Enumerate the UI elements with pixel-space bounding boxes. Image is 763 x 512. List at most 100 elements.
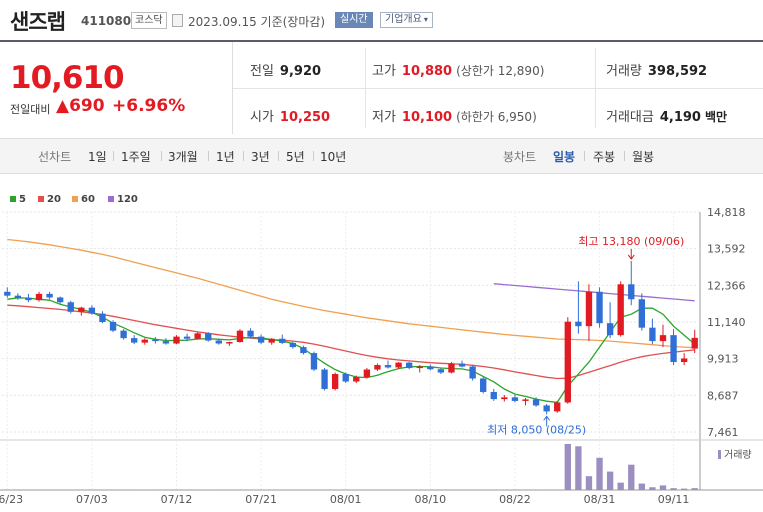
legend-label: 20 xyxy=(47,194,61,205)
legend-label: 60 xyxy=(81,194,95,205)
legend-swatch xyxy=(38,196,44,202)
stat-volume: 거래량 398,592 xyxy=(606,60,707,79)
volume-label: 거래량 xyxy=(724,449,752,461)
candle-body xyxy=(564,321,571,403)
change-amount: 690 xyxy=(69,96,105,116)
candle-body xyxy=(342,374,349,382)
candle-body xyxy=(183,336,191,339)
candle-body xyxy=(480,378,487,392)
range-1d[interactable]: 1일 xyxy=(88,150,107,164)
x-tick-label: 08/22 xyxy=(499,493,531,506)
candle-body xyxy=(99,313,106,322)
candle-body xyxy=(194,333,201,339)
range-1y[interactable]: 1년 xyxy=(216,150,235,164)
legend-ma120: 120 xyxy=(108,194,138,205)
legend-ma5: 5 xyxy=(10,194,26,205)
volume-bar xyxy=(628,464,635,490)
candle-body xyxy=(141,339,148,343)
candle-body xyxy=(596,291,603,324)
x-tick-label: 08/10 xyxy=(414,493,446,506)
candle-body xyxy=(205,333,212,341)
candle-body xyxy=(14,295,22,298)
separator xyxy=(113,151,114,161)
separator xyxy=(243,151,244,161)
candle-body xyxy=(543,405,550,412)
candle-body xyxy=(458,363,466,367)
candle-daily[interactable]: 일봉 xyxy=(553,150,576,164)
range-3y[interactable]: 3년 xyxy=(251,150,270,164)
stat-label: 거래대금 xyxy=(606,110,654,125)
candle-body xyxy=(215,340,222,344)
range-3m[interactable]: 3개월 xyxy=(168,150,198,164)
stat-low: 저가 10,100 (하한가 6,950) xyxy=(372,106,537,125)
volume-bar xyxy=(670,488,677,490)
x-tick-label: 07/21 xyxy=(245,493,277,506)
x-tick-label: 09/11 xyxy=(658,493,690,506)
candle-body xyxy=(659,335,667,342)
stat-value: 9,920 xyxy=(279,64,322,79)
separator xyxy=(313,151,314,161)
candle-body xyxy=(131,338,138,343)
candle-body xyxy=(268,338,275,343)
legend-label: 120 xyxy=(117,194,138,205)
candle-body xyxy=(46,293,53,298)
candle-body xyxy=(257,336,265,343)
chart-toolbar: 선차트 1일 1주일 3개월 1년 3년 5년 10년 봉차트 일봉 주봉 월봉 xyxy=(0,138,763,174)
separator xyxy=(208,151,209,161)
range-1w[interactable]: 1주일 xyxy=(121,150,151,164)
ma60-line xyxy=(7,238,695,349)
ma20-line xyxy=(7,304,695,380)
volume-bar xyxy=(649,487,656,490)
stat-amount: 거래대금 4,190 백만 xyxy=(606,106,727,125)
volume-bar xyxy=(606,471,614,490)
stock-code: 411080 xyxy=(81,14,132,28)
low-annotation: 최저 8,050 (08/25) xyxy=(487,423,586,436)
candle-body xyxy=(25,297,32,301)
candle-body xyxy=(532,399,540,406)
candle-body xyxy=(247,330,254,337)
candle-body xyxy=(310,353,318,370)
candle-weekly[interactable]: 주봉 xyxy=(593,150,616,164)
y-tick-label: 8,687 xyxy=(707,389,739,402)
legend-ma20: 20 xyxy=(38,194,61,205)
volume-bar xyxy=(638,483,646,490)
stat-label: 저가 xyxy=(372,110,396,125)
candle-body xyxy=(226,342,233,344)
candle-body xyxy=(585,291,593,327)
candle-body xyxy=(56,297,64,303)
y-tick-label: 7,461 xyxy=(707,426,739,439)
candle-body xyxy=(173,336,180,344)
change-percent: +6.96% xyxy=(112,96,186,116)
candle-body xyxy=(416,366,423,369)
ma120-line xyxy=(493,283,695,302)
y-tick-label: 13,592 xyxy=(707,243,746,256)
candle-body xyxy=(691,337,698,349)
candle-body xyxy=(109,321,117,331)
stock-name: 샌즈랩 xyxy=(10,10,66,34)
range-10y[interactable]: 10년 xyxy=(320,150,347,164)
date-info: 2023.09.15 기준(장마감) xyxy=(188,13,325,30)
realtime-button[interactable]: 실시간 xyxy=(335,12,373,28)
low-arrow-icon xyxy=(543,415,551,427)
candle-body xyxy=(490,391,497,400)
up-arrow-icon: ▲ xyxy=(56,96,70,116)
x-tick-label: 06/23 xyxy=(0,493,23,506)
stat-high: 고가 10,880 (상한가 12,890) xyxy=(372,60,544,79)
range-5y[interactable]: 5년 xyxy=(286,150,305,164)
company-info-button[interactable]: 기업개요 ▾ xyxy=(380,12,433,28)
y-tick-label: 11,140 xyxy=(707,316,746,329)
volume-bar xyxy=(575,446,582,490)
x-tick-label: 08/31 xyxy=(584,493,616,506)
candle-body xyxy=(670,335,677,363)
volume-bar xyxy=(585,476,593,490)
candle-body xyxy=(469,366,476,379)
current-price: 10,610 xyxy=(10,60,125,96)
candle-body xyxy=(152,339,159,342)
volume-bar xyxy=(659,485,667,490)
candle-body xyxy=(35,293,43,301)
line-chart-label: 선차트 xyxy=(38,150,72,164)
candle-body xyxy=(67,302,74,312)
candle-monthly[interactable]: 월봉 xyxy=(632,150,655,164)
